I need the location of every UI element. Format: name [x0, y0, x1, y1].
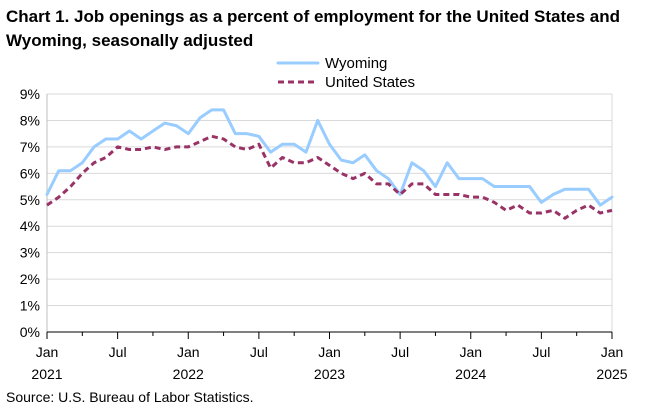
x-tick-label-month: Jan: [177, 344, 200, 360]
x-tick-label-month: Jan: [601, 344, 624, 360]
x-tick-label-month: Jul: [391, 344, 409, 360]
x-tick-label-year: 2025: [596, 366, 627, 382]
y-axis-tick-labels: 0% 1% 2% 3% 4% 5% 6% 7% 8% 9%: [20, 86, 40, 340]
x-tick-label-year: 2023: [314, 366, 345, 382]
x-axis-tick-labels: Jan 2021 Jul Jan 2022 Jul Jan 2023 Jul Jan 2024 Jul…: [31, 344, 627, 382]
y-tick-label: 5%: [20, 192, 40, 208]
legend-label: United States: [325, 74, 415, 91]
legend-label: Wyoming: [325, 55, 387, 72]
source-note: Source: U.S. Bureau of Labor Statistics.: [6, 389, 254, 405]
x-tick-label-month: Jul: [532, 344, 550, 360]
y-tick-label: 8%: [20, 112, 40, 128]
x-axis-tick-marks: [46, 332, 613, 339]
y-tick-label: 1%: [20, 298, 40, 314]
x-tick-label-month: Jan: [318, 344, 341, 360]
series-line-wyoming: [45, 108, 614, 207]
y-tick-label: 9%: [20, 86, 40, 102]
chart-title: Chart 1. Job openings as a percent of em…: [6, 7, 620, 50]
x-tick-label-year: 2021: [31, 366, 62, 382]
x-tick-label-month: Jul: [109, 344, 127, 360]
x-tick-label-month: Jul: [250, 344, 268, 360]
y-tick-label: 6%: [20, 165, 40, 181]
x-tick-label-year: 2024: [455, 366, 486, 382]
series-lines: [45, 108, 614, 220]
y-tick-label: 7%: [20, 139, 40, 155]
y-tick-label: 4%: [20, 218, 40, 234]
x-tick-label-year: 2022: [173, 366, 204, 382]
y-tick-label: 0%: [20, 324, 40, 340]
y-tick-label: 3%: [20, 245, 40, 261]
series-line-united-states: [46, 134, 613, 220]
x-tick-label-month: Jan: [459, 344, 482, 360]
legend: Wyoming United States: [276, 55, 415, 91]
gridlines: [47, 93, 612, 307]
x-tick-label-month: Jan: [36, 344, 59, 360]
y-tick-label: 2%: [20, 271, 40, 287]
